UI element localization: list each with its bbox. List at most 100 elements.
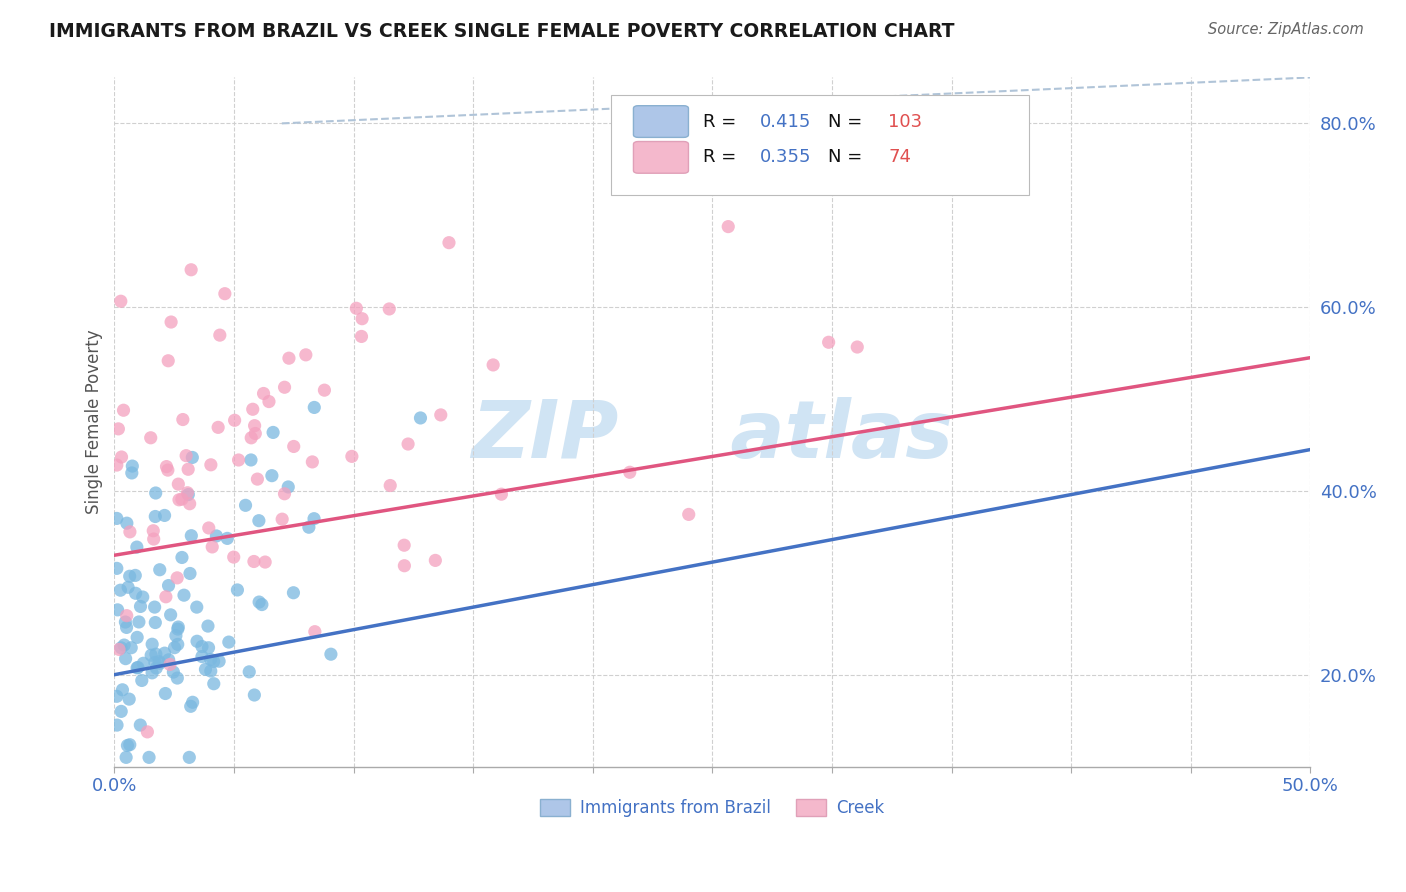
Point bbox=[165, 629, 187, 643]
Point bbox=[200, 664, 222, 678]
Point bbox=[145, 486, 167, 500]
Point bbox=[242, 402, 264, 417]
Y-axis label: Single Female Poverty: Single Female Poverty bbox=[86, 330, 103, 515]
Point bbox=[247, 595, 270, 609]
Point bbox=[283, 586, 305, 600]
Point bbox=[319, 647, 342, 661]
Point bbox=[207, 420, 229, 434]
Point bbox=[380, 478, 402, 492]
Point bbox=[378, 301, 401, 316]
Point bbox=[118, 569, 141, 583]
Point bbox=[257, 394, 280, 409]
Text: 0.355: 0.355 bbox=[761, 148, 811, 167]
Point bbox=[115, 608, 138, 623]
Text: R =: R = bbox=[703, 112, 742, 130]
FancyBboxPatch shape bbox=[610, 95, 1029, 194]
Point bbox=[124, 586, 146, 600]
Point bbox=[202, 655, 225, 669]
Text: 74: 74 bbox=[889, 148, 911, 167]
Point bbox=[240, 453, 263, 467]
Point bbox=[186, 600, 208, 615]
Point bbox=[304, 401, 326, 415]
Point bbox=[180, 529, 202, 543]
Point bbox=[166, 637, 188, 651]
Point bbox=[145, 661, 167, 675]
Point bbox=[179, 750, 201, 764]
Point bbox=[482, 358, 505, 372]
Point bbox=[105, 690, 128, 704]
Point bbox=[228, 453, 250, 467]
Point bbox=[166, 622, 188, 636]
Point bbox=[114, 651, 136, 665]
Point bbox=[314, 383, 336, 397]
Point bbox=[124, 568, 146, 582]
Text: ZIP    atlas: ZIP atlas bbox=[471, 397, 953, 475]
Point bbox=[155, 686, 177, 700]
Point bbox=[167, 492, 190, 507]
Point bbox=[191, 640, 214, 654]
Point bbox=[208, 654, 231, 668]
Point bbox=[141, 637, 163, 651]
Point bbox=[107, 603, 129, 617]
Point bbox=[205, 529, 228, 543]
Point bbox=[218, 635, 240, 649]
Point bbox=[352, 311, 374, 326]
Point bbox=[110, 583, 132, 598]
Text: Source: ZipAtlas.com: Source: ZipAtlas.com bbox=[1208, 22, 1364, 37]
Point bbox=[143, 509, 166, 524]
Point bbox=[846, 340, 869, 354]
Point bbox=[271, 512, 294, 526]
Point bbox=[197, 640, 219, 655]
Point bbox=[131, 673, 153, 688]
Point bbox=[179, 497, 201, 511]
Point bbox=[202, 677, 225, 691]
Point bbox=[142, 524, 165, 538]
Point bbox=[111, 682, 134, 697]
Point bbox=[176, 485, 198, 500]
Point bbox=[437, 235, 460, 250]
Point bbox=[277, 480, 299, 494]
Text: R =: R = bbox=[703, 148, 742, 167]
Point bbox=[128, 615, 150, 629]
Point bbox=[157, 653, 180, 667]
Point bbox=[118, 524, 141, 539]
FancyBboxPatch shape bbox=[634, 105, 689, 137]
Point bbox=[159, 657, 181, 672]
Point bbox=[127, 631, 149, 645]
Point bbox=[108, 642, 131, 657]
Point bbox=[105, 458, 128, 472]
Point bbox=[678, 508, 700, 522]
Point bbox=[110, 640, 132, 655]
Point bbox=[115, 620, 138, 634]
Point bbox=[273, 380, 295, 394]
Point bbox=[155, 590, 177, 604]
Point bbox=[396, 437, 419, 451]
Point bbox=[105, 561, 128, 575]
Point bbox=[125, 661, 148, 675]
Point bbox=[167, 620, 190, 634]
Point bbox=[298, 520, 321, 534]
Point bbox=[224, 413, 246, 427]
Point bbox=[301, 455, 323, 469]
Point bbox=[197, 619, 219, 633]
Point bbox=[240, 431, 263, 445]
Point bbox=[141, 665, 163, 680]
Point bbox=[817, 335, 839, 350]
Point bbox=[166, 671, 188, 685]
Point bbox=[247, 514, 270, 528]
Point bbox=[143, 600, 166, 615]
Point bbox=[200, 652, 222, 666]
Text: 0.415: 0.415 bbox=[761, 112, 811, 130]
Point bbox=[250, 598, 273, 612]
Point bbox=[160, 315, 183, 329]
Point bbox=[170, 550, 193, 565]
Point bbox=[425, 553, 447, 567]
Point bbox=[117, 739, 139, 753]
Point bbox=[619, 465, 641, 479]
Point bbox=[159, 607, 181, 622]
Point bbox=[191, 649, 214, 664]
Point bbox=[394, 558, 416, 573]
Point bbox=[179, 566, 201, 581]
Point bbox=[170, 492, 193, 507]
Point bbox=[142, 532, 165, 546]
